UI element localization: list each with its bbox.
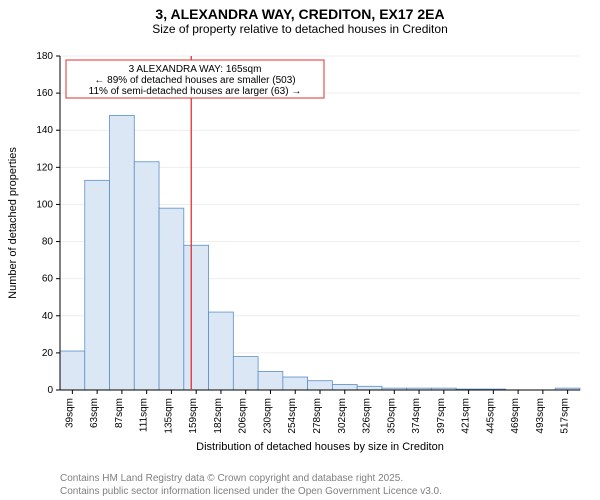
svg-text:140: 140 — [36, 125, 53, 136]
svg-text:39sqm: 39sqm — [64, 398, 75, 428]
svg-text:80: 80 — [42, 237, 54, 248]
svg-text:421sqm: 421sqm — [461, 398, 472, 434]
svg-text:120: 120 — [36, 162, 53, 173]
svg-text:60: 60 — [42, 274, 54, 285]
svg-text:278sqm: 278sqm — [312, 398, 323, 434]
svg-text:100: 100 — [36, 199, 53, 210]
svg-text:← 89% of detached houses are s: ← 89% of detached houses are smaller (50… — [94, 75, 295, 86]
title-line-1: 3, ALEXANDRA WAY, CREDITON, EX17 2EA — [0, 6, 600, 22]
svg-text:3 ALEXANDRA WAY: 165sqm: 3 ALEXANDRA WAY: 165sqm — [129, 64, 262, 75]
svg-text:469sqm: 469sqm — [510, 398, 521, 434]
svg-text:230sqm: 230sqm — [262, 398, 273, 434]
svg-text:182sqm: 182sqm — [213, 398, 224, 434]
svg-text:326sqm: 326sqm — [362, 398, 373, 434]
title-line-2: Size of property relative to detached ho… — [0, 22, 600, 36]
svg-text:40: 40 — [42, 311, 54, 322]
svg-text:159sqm: 159sqm — [188, 398, 199, 434]
svg-text:206sqm: 206sqm — [238, 398, 249, 434]
svg-text:374sqm: 374sqm — [411, 398, 422, 434]
svg-text:397sqm: 397sqm — [436, 398, 447, 434]
svg-text:350sqm: 350sqm — [386, 398, 397, 434]
chart-area: 0 20 40 60 80 100 120 140 160 180 39sqm 63sqm 87sqm 1… — [0, 50, 600, 450]
svg-text:Distribution of detached house: Distribution of detached houses by size … — [196, 441, 444, 453]
svg-text:445sqm: 445sqm — [485, 398, 496, 434]
svg-text:180: 180 — [36, 51, 53, 62]
histogram-chart: 0 20 40 60 80 100 120 140 160 180 39sqm 63sqm 87sqm 1… — [0, 50, 600, 460]
footer-line-1: Contains HM Land Registry data © Crown c… — [60, 473, 442, 486]
svg-text:11% of semi-detached houses ar: 11% of semi-detached houses are larger (… — [89, 86, 302, 97]
svg-text:87sqm: 87sqm — [114, 398, 125, 428]
svg-text:160: 160 — [36, 88, 53, 99]
chart-title-block: 3, ALEXANDRA WAY, CREDITON, EX17 2EA Siz… — [0, 0, 600, 36]
svg-text:Number of detached properties: Number of detached properties — [7, 147, 19, 299]
svg-text:302sqm: 302sqm — [337, 398, 348, 434]
svg-text:254sqm: 254sqm — [287, 398, 298, 434]
svg-text:20: 20 — [42, 348, 54, 359]
svg-text:517sqm: 517sqm — [560, 398, 571, 434]
svg-text:0: 0 — [47, 385, 53, 396]
svg-text:111sqm: 111sqm — [139, 398, 150, 432]
footer-line-2: Contains public sector information licen… — [60, 486, 442, 499]
svg-text:135sqm: 135sqm — [163, 398, 174, 434]
svg-text:63sqm: 63sqm — [89, 398, 100, 428]
attribution-footer: Contains HM Land Registry data © Crown c… — [60, 473, 442, 498]
svg-text:493sqm: 493sqm — [535, 398, 546, 434]
